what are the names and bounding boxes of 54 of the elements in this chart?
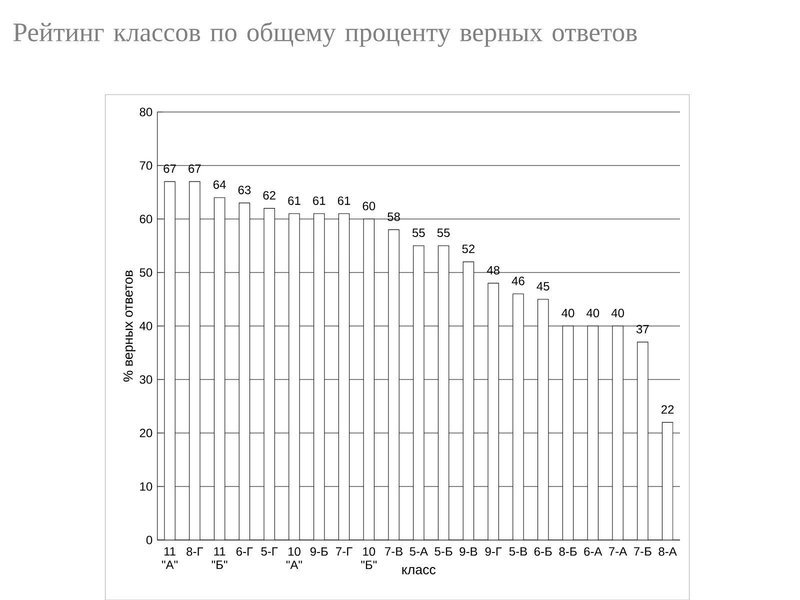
- data-label: 55: [437, 228, 450, 238]
- x-tick-label: 8-Б: [559, 547, 577, 556]
- data-label: 63: [238, 186, 251, 194]
- chart-title: Рейтинг классов по общему проценту верных ответов: [13, 22, 637, 47]
- x-tick-label: 7-В: [385, 547, 402, 556]
- y-tick-label: 0: [146, 536, 152, 544]
- data-label: 52: [462, 244, 475, 254]
- x-tick-label: 7-А: [609, 547, 628, 556]
- data-label: 58: [388, 212, 400, 221]
- y-tick-label: 30: [140, 375, 152, 384]
- y-tick-label: 80: [140, 108, 152, 116]
- data-label: 64: [213, 180, 226, 189]
- data-label: 67: [188, 164, 201, 173]
- x-tick-label: 11 "А": [162, 547, 178, 569]
- data-label: 61: [338, 196, 350, 205]
- x-tick-label: 9-Б: [310, 547, 328, 556]
- x-tick-label: 8-А: [658, 547, 677, 556]
- y-tick-label: 60: [140, 214, 152, 224]
- y-tick-label: 40: [140, 322, 152, 330]
- x-tick-label: 5-Б: [434, 547, 452, 556]
- y-tick-label: 50: [140, 268, 152, 277]
- x-tick-label: 10 "Б": [361, 547, 377, 570]
- y-tick-label: 20: [140, 428, 152, 438]
- data-label: 61: [313, 196, 326, 205]
- data-label: 46: [512, 276, 524, 286]
- data-label: 62: [263, 191, 276, 200]
- x-tick-label: 6-А: [584, 547, 602, 556]
- x-tick-label: 7-Б: [634, 547, 652, 556]
- data-label: 40: [562, 308, 574, 318]
- x-tick-label: 5-Г: [261, 547, 278, 556]
- y-tick-label: 10: [140, 482, 152, 491]
- x-tick-label: 8-Г: [186, 547, 204, 556]
- data-label: 22: [661, 405, 674, 414]
- data-label: 45: [536, 282, 550, 291]
- x-tick-label: 7-Г: [336, 547, 352, 556]
- x-tick-label: 9-Г: [485, 547, 502, 556]
- x-tick-label: 5-А: [410, 547, 428, 556]
- data-label: 61: [288, 196, 300, 205]
- x-tick-label: 10 "А": [286, 547, 302, 570]
- y-axis-title: % верных ответов: [123, 270, 136, 382]
- data-label: 40: [611, 308, 624, 318]
- x-tick-label: 11 "Б": [212, 547, 228, 569]
- x-axis-title: класс: [402, 567, 436, 574]
- data-label: 40: [586, 308, 600, 318]
- x-tick-label: 5-В: [509, 547, 527, 556]
- data-label: 67: [164, 164, 176, 173]
- x-tick-label: 6-Б: [534, 547, 552, 556]
- y-tick-label: 70: [140, 161, 152, 170]
- x-tick-label: 9-В: [460, 547, 478, 556]
- data-label: 37: [636, 324, 649, 334]
- data-label: 48: [486, 266, 500, 274]
- data-label: 55: [412, 228, 425, 238]
- x-tick-label: 6-Г: [236, 547, 253, 556]
- data-label: 60: [362, 202, 376, 210]
